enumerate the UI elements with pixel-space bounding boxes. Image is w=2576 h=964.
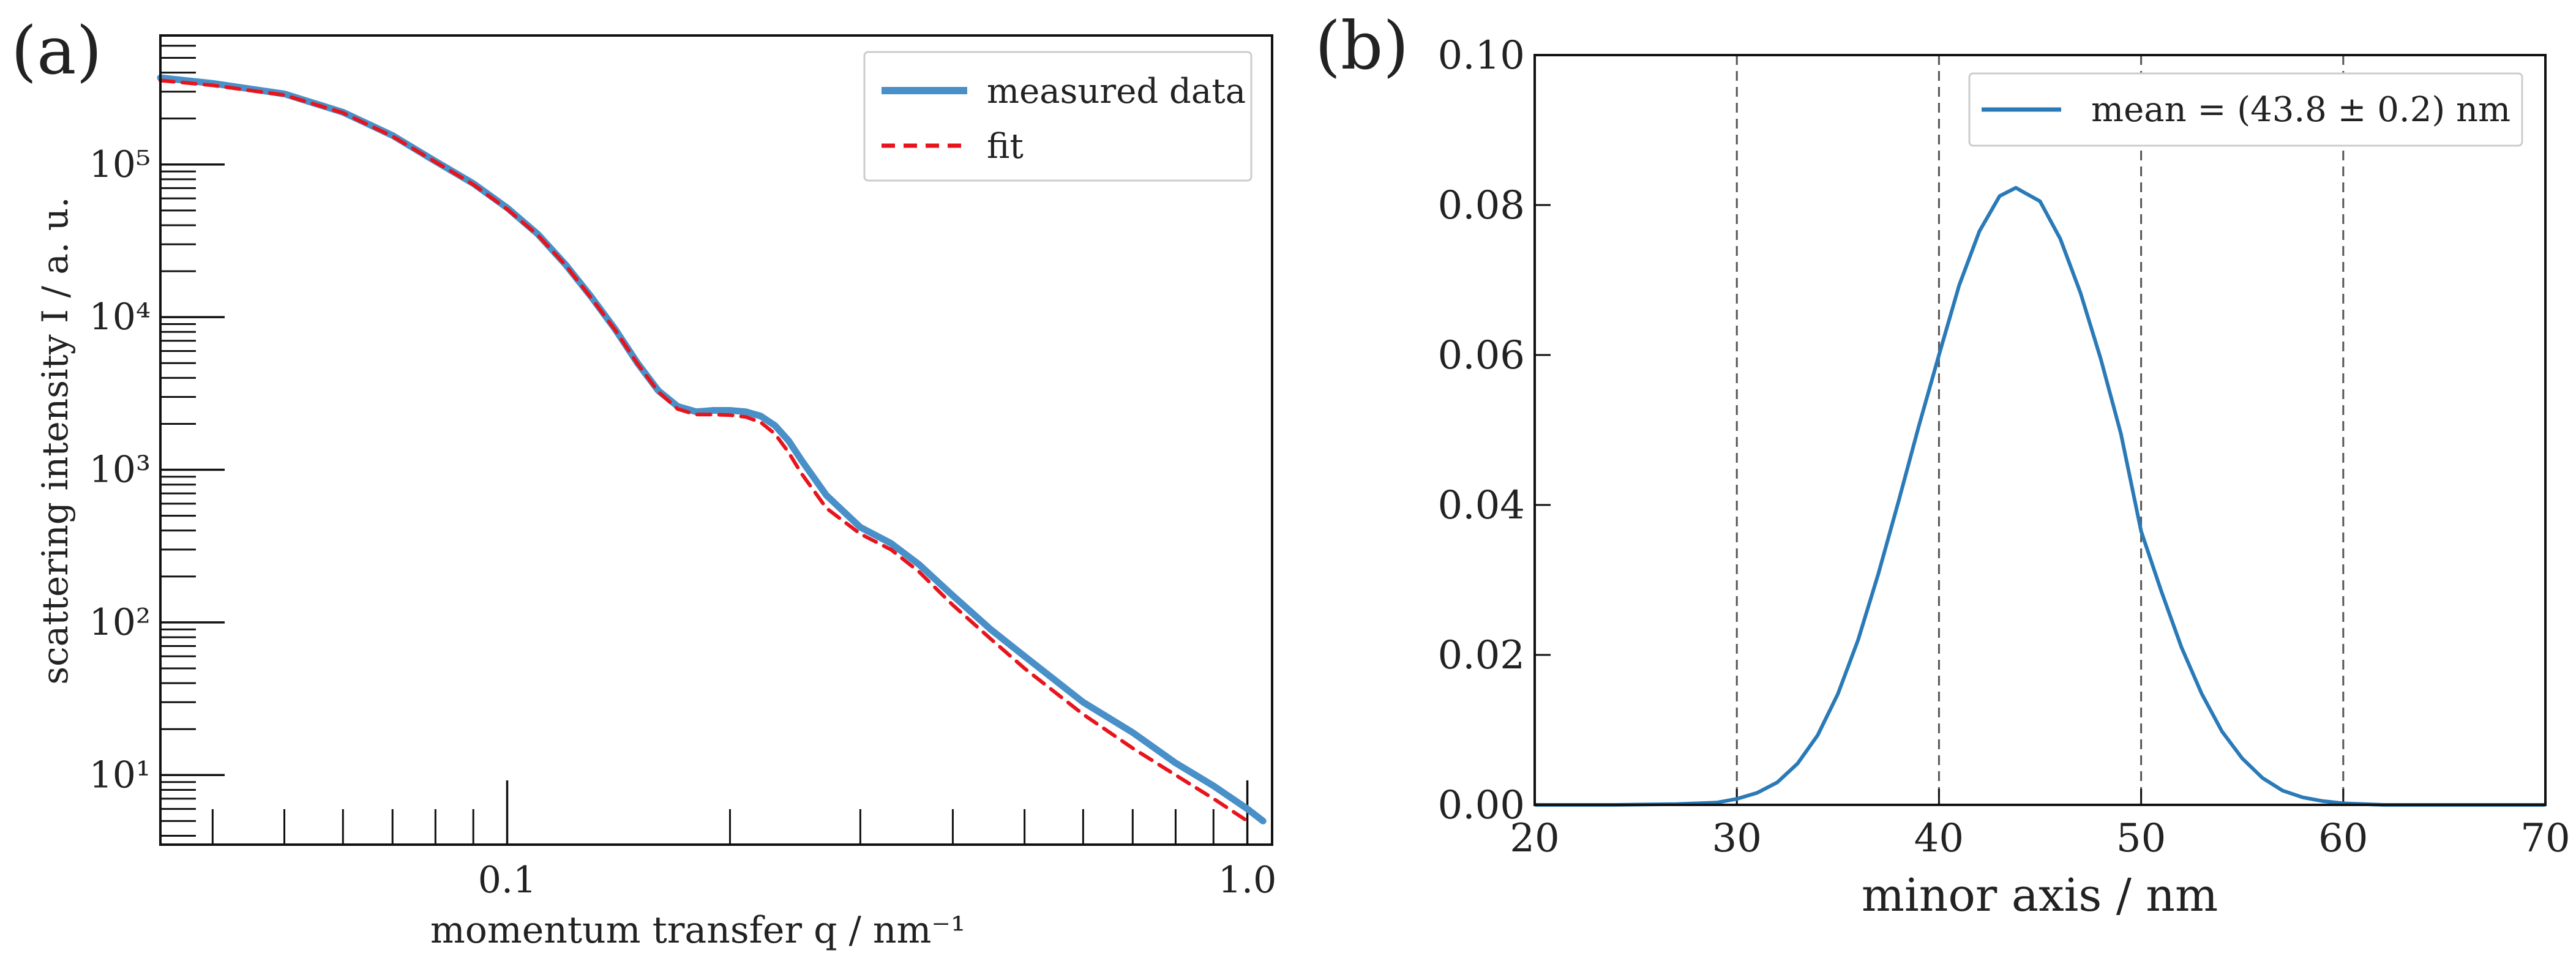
x-tick-label: 40 bbox=[1914, 816, 1964, 861]
y-tick-label: 0.10 bbox=[1438, 33, 1526, 78]
panel-b: (b) 20 30 40 50 60 70 0.00 0.02 0.04 0.06 0.08 0.10… bbox=[1315, 8, 2570, 922]
y-tick-label: 10¹ bbox=[89, 753, 151, 796]
panel-b-legend-box bbox=[1968, 72, 2523, 147]
x-tick-label: 0.1 bbox=[478, 859, 536, 902]
y-tick-label: 0.00 bbox=[1438, 783, 1526, 828]
y-tick-label: 10² bbox=[89, 601, 151, 644]
fit-line bbox=[159, 78, 1249, 823]
x-tick-label: 70 bbox=[2520, 816, 2570, 861]
y-tick-label: 0.06 bbox=[1438, 333, 1526, 378]
panel-b-plot-area: 20 30 40 50 60 70 0.00 0.02 0.04 0.06 0.08 0.10 bbox=[1438, 33, 2570, 861]
x-tick-label: 1.0 bbox=[1218, 859, 1276, 902]
legend-mean-label: mean = (43.8 ± 0.2) nm bbox=[2091, 90, 2510, 130]
y-tick-label: 0.02 bbox=[1438, 633, 1526, 678]
x-tick-label: 50 bbox=[2116, 816, 2166, 861]
panel-a-frame bbox=[159, 34, 1273, 846]
legend-fit-label: fit bbox=[987, 127, 1024, 166]
panel-b-legend: mean = (43.8 ± 0.2) nm bbox=[1968, 72, 2523, 147]
panel-a-legend: measured data fit bbox=[863, 51, 1252, 182]
y-tick-label: 10⁵ bbox=[89, 143, 151, 186]
y-tick-label: 10³ bbox=[89, 449, 151, 491]
distribution-curve bbox=[1535, 185, 2545, 807]
x-tick-label: 30 bbox=[1712, 816, 1761, 861]
y-tick-label: 0.04 bbox=[1438, 483, 1526, 528]
panel-b-x-axis-label: minor axis / nm bbox=[1862, 869, 2218, 922]
panel-a-x-axis-label: momentum transfer q / nm⁻¹ bbox=[430, 909, 965, 952]
y-tick-label: 0.08 bbox=[1438, 183, 1526, 228]
x-tick-label: 20 bbox=[1510, 816, 1559, 861]
panel-a-label: (a) bbox=[11, 13, 102, 89]
panel-a-y-axis-label: scattering intensity I / a. u. bbox=[34, 196, 76, 684]
y-tick-label: 10⁴ bbox=[89, 296, 151, 338]
x-tick-label: 60 bbox=[2318, 816, 2368, 861]
measured-data-line bbox=[157, 74, 1267, 824]
legend-measured-data-label: measured data bbox=[987, 72, 1246, 111]
panel-a-plot-area: 0.1 1.0 10¹ 10² 10³ 10⁴ 10⁵ bbox=[89, 34, 1276, 902]
panel-b-label: (b) bbox=[1315, 8, 1409, 84]
panel-a-legend-box bbox=[863, 51, 1252, 182]
panel-a: (a) 0.1 1.0 10¹ 10² 10³ 10⁴ 10⁵ momentum trans… bbox=[11, 13, 1276, 952]
panel-b-frame bbox=[1533, 54, 2547, 806]
